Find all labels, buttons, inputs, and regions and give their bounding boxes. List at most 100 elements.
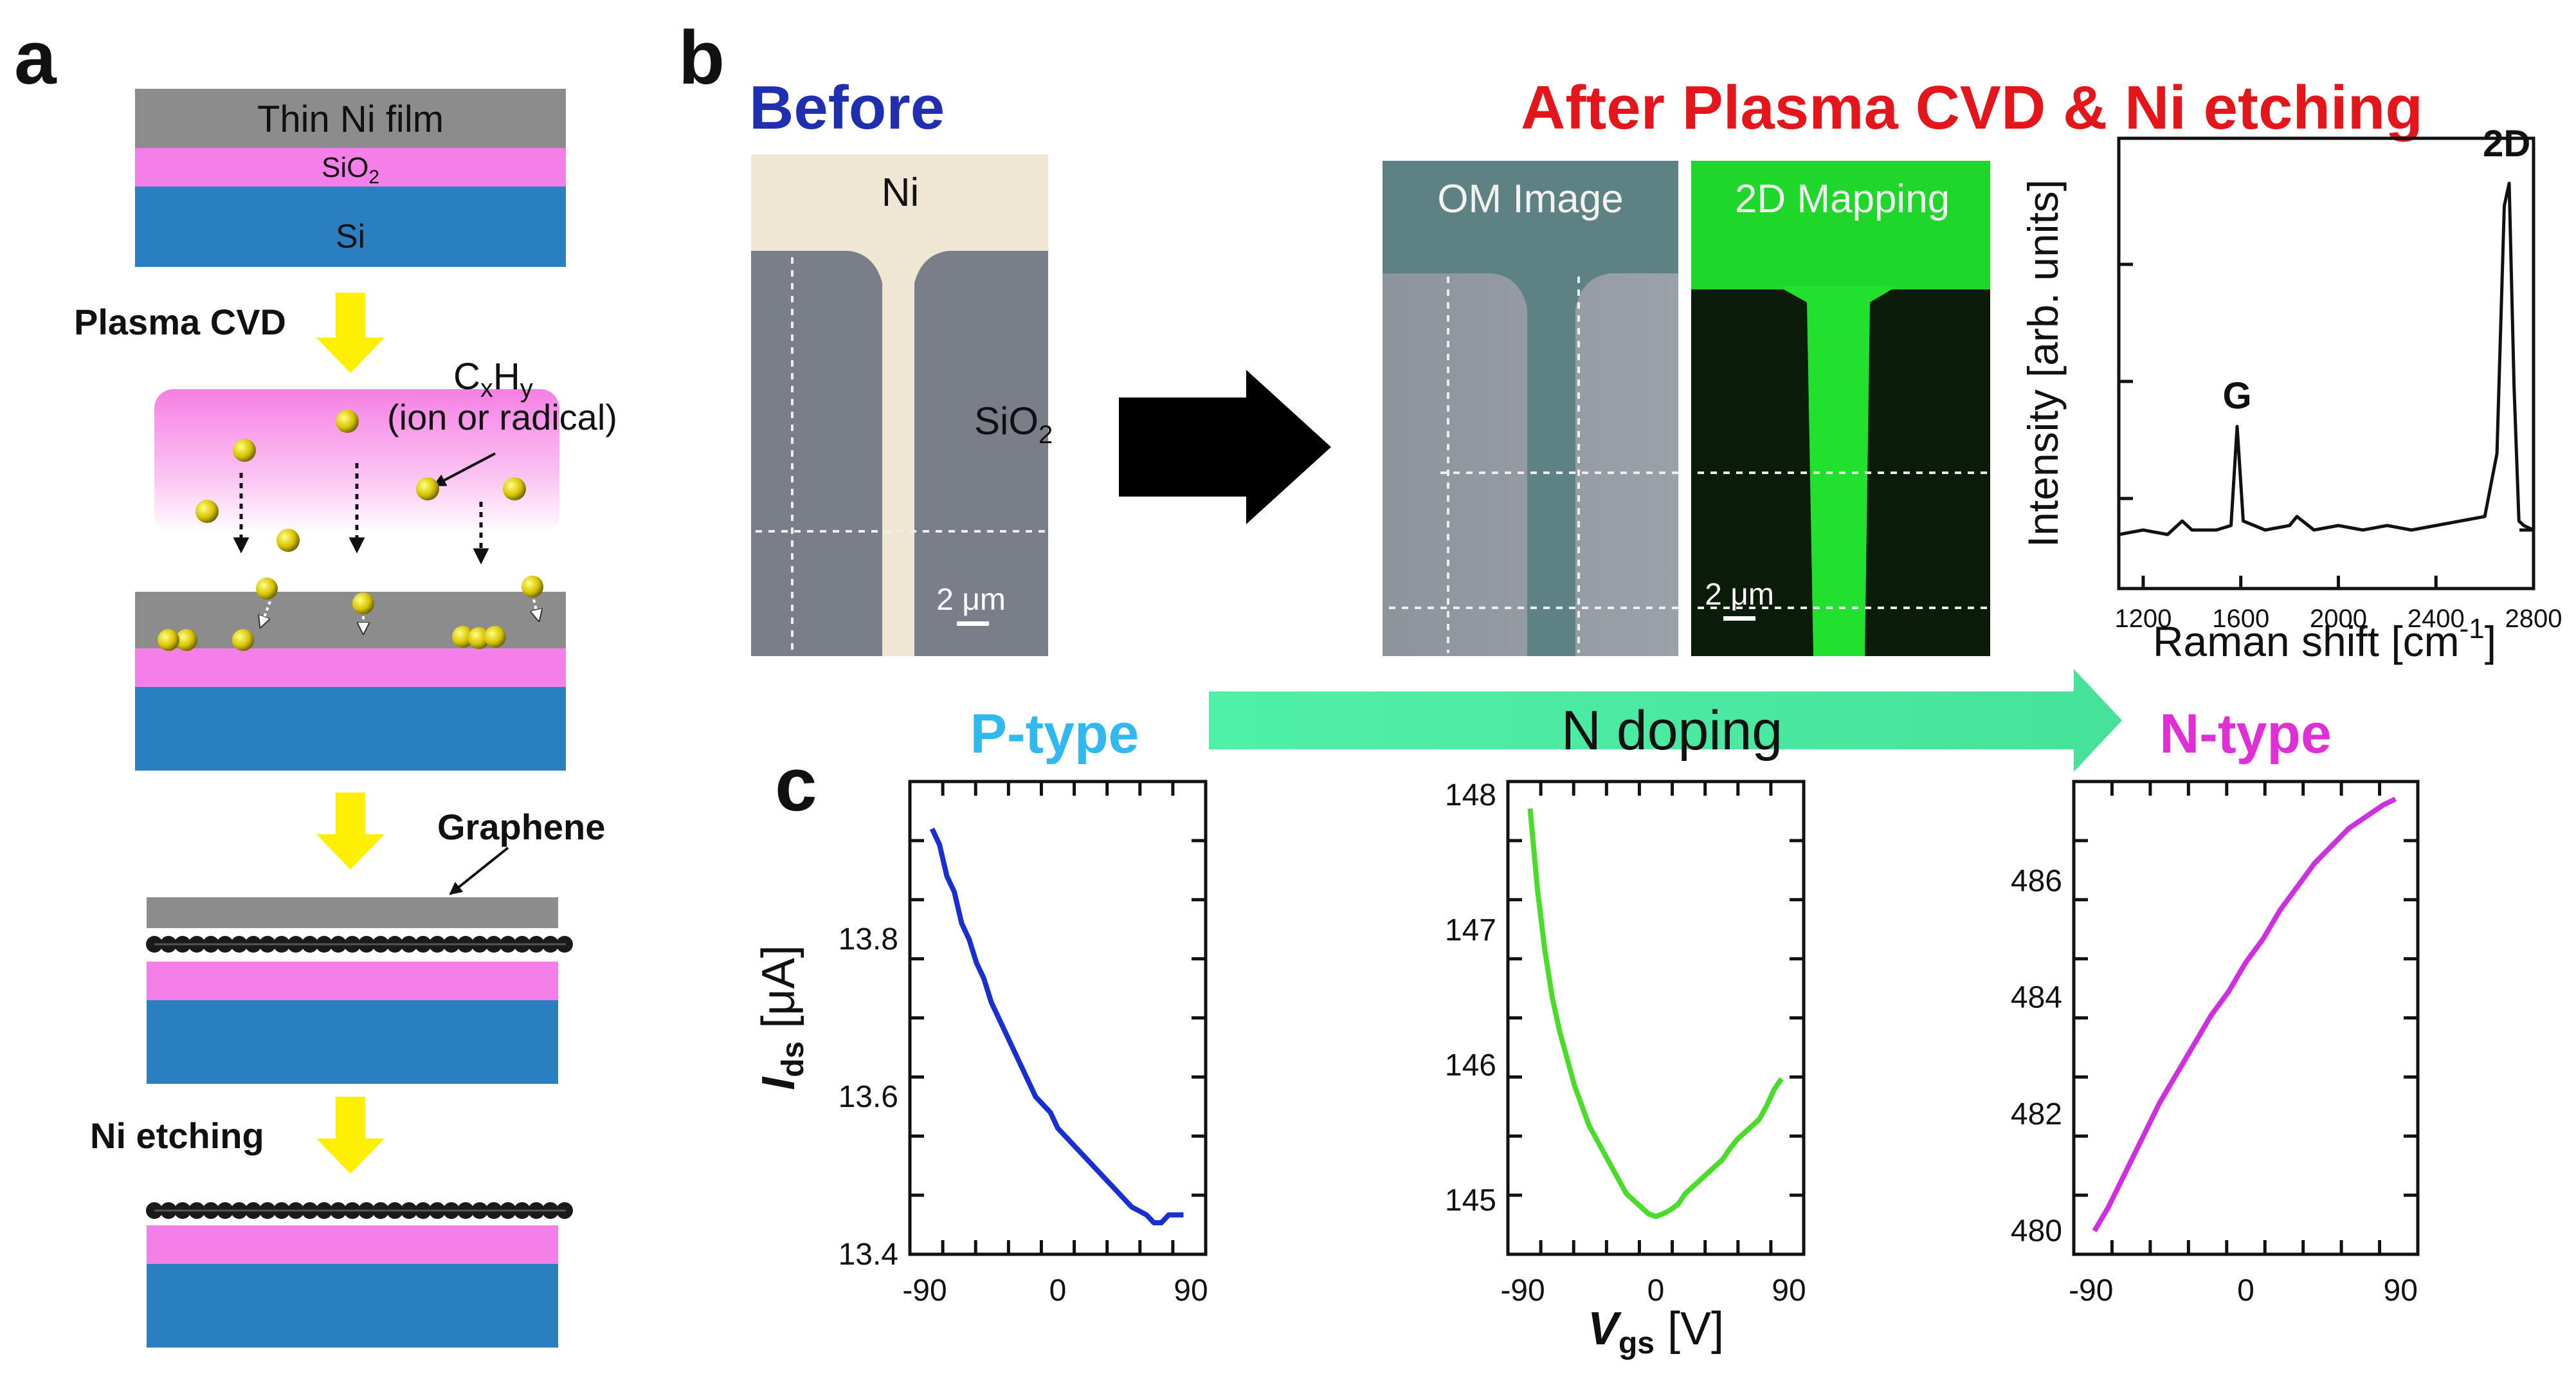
sio2-layer-2 xyxy=(135,648,566,687)
p-type-chart: Ids [μA] -90 0 90 13.4 13.6 13.8 xyxy=(753,780,1208,1308)
p-type-frame xyxy=(908,780,1208,1256)
species-pointer xyxy=(433,452,496,487)
radical-particle xyxy=(336,410,359,433)
n-type-chart: -90 0 90 480 482 484 486 xyxy=(2011,780,2420,1308)
ni-region-label: Ni xyxy=(882,170,920,215)
panel-c: P-type N doping N-type Ids [μA] -90 0 90 13… xyxy=(753,669,2420,1360)
doping-arrow xyxy=(1209,669,2122,772)
x-tick-label: -90 xyxy=(2069,1274,2113,1308)
panel-b: Before After Plasma CVD & Ni etching Ni … xyxy=(749,73,2562,665)
ni-film-layer-3 xyxy=(147,897,558,928)
graphene-label: Graphene xyxy=(437,807,605,847)
process-arrow-1 xyxy=(316,293,385,373)
process-arrow-3 xyxy=(316,1097,385,1174)
y-tick-label: 145 xyxy=(1445,1184,1496,1218)
x-tick-label: 0 xyxy=(1049,1274,1067,1308)
after-title: After Plasma CVD & Ni etching xyxy=(1521,73,2423,142)
radical-particle xyxy=(503,477,526,500)
radical-particle xyxy=(195,500,219,523)
n-doping-frame xyxy=(1506,780,1806,1256)
si-layer-2 xyxy=(135,687,566,771)
n-type-title: N-type xyxy=(2159,703,2332,765)
x-tick-label: 0 xyxy=(1647,1274,1665,1308)
om-image-label: OM Image xyxy=(1437,177,1623,221)
scale-bar xyxy=(957,621,989,626)
y-tick-label: 13.4 xyxy=(839,1238,898,1272)
data-series-line xyxy=(2092,796,2397,1232)
sio2-region-label: SiO2 xyxy=(974,399,1053,449)
data-series-line xyxy=(1527,808,1784,1220)
om-micrograph: OM Image xyxy=(1383,161,1678,656)
sio2-layer xyxy=(135,148,566,187)
plasma-cvd-label: Plasma CVD xyxy=(74,302,286,342)
graphene-layer-final xyxy=(146,1202,573,1219)
y-tick-label: 146 xyxy=(1445,1048,1496,1083)
panel-label-c: c xyxy=(775,742,817,827)
species-label: CxHy xyxy=(453,356,533,403)
x-tick-label: 0 xyxy=(2237,1274,2254,1308)
y-tick-label: 482 xyxy=(2011,1097,2062,1131)
panel-label-b: b xyxy=(678,15,725,100)
n-doping-title: N doping xyxy=(1561,700,1782,762)
mapping-micrograph: 2D Mapping 2 μm xyxy=(1389,161,1990,656)
before-title: Before xyxy=(749,73,945,142)
process-arrow-2 xyxy=(316,792,385,870)
ids-axis-label: Ids [μA] xyxy=(753,945,810,1090)
y-tick-label: 13.8 xyxy=(839,922,898,956)
graphene-pointer xyxy=(449,846,509,895)
species-note: (ion or radical) xyxy=(387,397,617,437)
x-tick-label: 90 xyxy=(1174,1274,1208,1308)
radical-particle xyxy=(416,477,439,500)
n-type-frame xyxy=(2072,780,2420,1256)
y-tick-label: 486 xyxy=(2011,864,2062,898)
y-tick-label: 13.6 xyxy=(839,1080,898,1114)
si-label: Si xyxy=(336,218,365,255)
mapping-scale-label: 2 μm xyxy=(1705,578,1774,612)
plasma-region xyxy=(154,389,559,534)
si-layer xyxy=(135,187,566,267)
raman-spectrum-line xyxy=(2118,181,2535,536)
data-series-line xyxy=(929,827,1184,1225)
panel-a: Thin Ni film SiO2 Si Plasma CVD CxHy (io… xyxy=(74,89,617,1348)
transition-arrow xyxy=(1119,370,1331,524)
sio2-layer-4 xyxy=(147,1225,558,1264)
carbon-atoms xyxy=(158,576,543,651)
x-tick-label: 2000 xyxy=(2310,605,2367,633)
x-tick-label: 1200 xyxy=(2114,605,2172,633)
p-type-title: P-type xyxy=(970,703,1139,765)
sio2-label: SiO2 xyxy=(322,152,379,188)
ni-film-label: Thin Ni film xyxy=(257,98,444,140)
radical-particle xyxy=(277,529,300,552)
raman-ylabel: Intensity [arb. units] xyxy=(2019,179,2067,547)
panel-label-a: a xyxy=(14,15,57,100)
ni-etching-label: Ni etching xyxy=(90,1115,264,1156)
y-tick-label: 484 xyxy=(2011,981,2062,1015)
si-layer-3 xyxy=(147,1000,558,1084)
mapping-label: 2D Mapping xyxy=(1735,177,1950,221)
vgs-axis-label: Vgs [V] xyxy=(1588,1303,1724,1360)
raman-xlabel: Raman shift [cm-1] xyxy=(2153,613,2496,665)
x-tick-label: -90 xyxy=(1500,1274,1545,1308)
x-tick-label: 1600 xyxy=(2212,605,2269,633)
ni-film-layer xyxy=(135,89,566,148)
mapping-scale-bar xyxy=(1723,616,1755,621)
y-tick-label: 480 xyxy=(2011,1214,2062,1248)
y-tick-label: 147 xyxy=(1445,913,1496,947)
diffusion-arrows xyxy=(260,599,539,634)
raman-chart: Intensity [arb. units] Raman shift [cm-1… xyxy=(2019,123,2562,665)
n-doping-chart: Vgs [V] -90 0 90 145 146 147 148 xyxy=(1445,778,1806,1360)
before-micrograph: Ni SiO2 2 μm xyxy=(751,154,1053,656)
peak-label: 2D xyxy=(2483,123,2530,165)
x-tick-label: 90 xyxy=(2384,1274,2418,1308)
graphene-layer xyxy=(146,936,573,953)
si-layer-4 xyxy=(147,1264,558,1348)
raman-frame xyxy=(2117,136,2535,590)
peak-label: G xyxy=(2222,375,2251,417)
x-tick-label: 90 xyxy=(1772,1274,1806,1308)
y-tick-label: 148 xyxy=(1445,778,1496,812)
x-tick-label: 2800 xyxy=(2505,605,2562,633)
x-tick-label: -90 xyxy=(902,1274,947,1308)
x-tick-label: 2400 xyxy=(2408,605,2465,633)
sio2-layer-3 xyxy=(147,962,558,1000)
